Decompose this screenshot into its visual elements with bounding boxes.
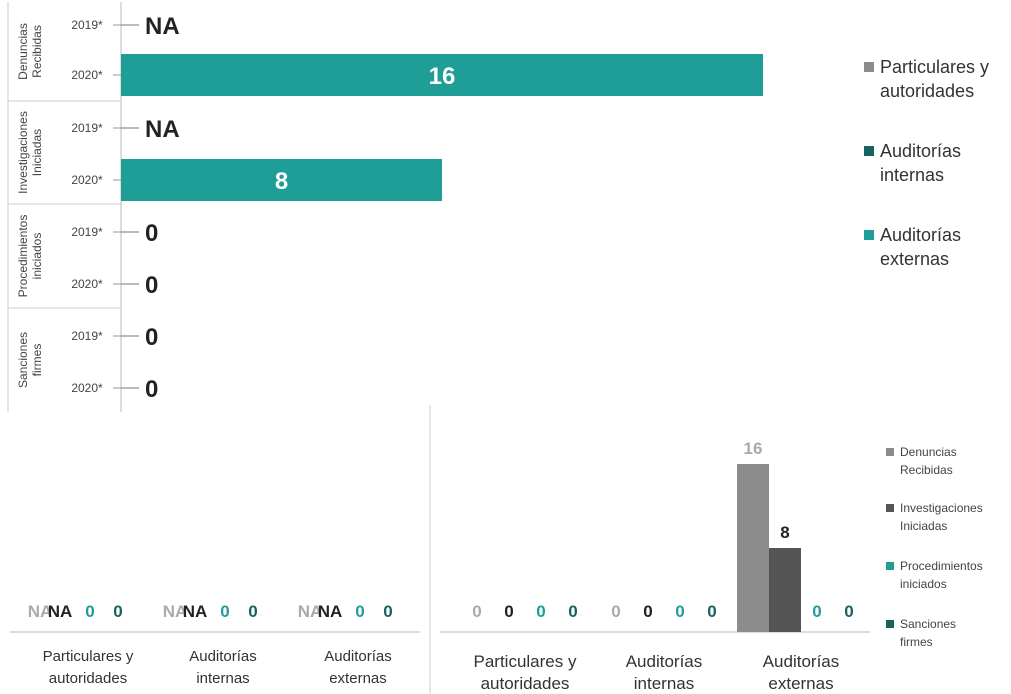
group-label-line: Recibidas [30,25,44,78]
group-label-line: Sanciones [16,332,30,388]
x-tick-label: externas [768,674,833,693]
year-tick-label: 2020* [71,381,103,395]
data-label: 16 [744,439,763,458]
x-tick-label: autoridades [481,674,570,693]
x-tick-label: Auditorías [763,652,840,671]
group-label-line: Investigaciones [16,111,30,194]
legend-label: Particulares y [880,57,989,77]
data-label: NA [318,602,343,621]
year-tick-label: 2020* [71,173,103,187]
x-tick-label: Particulares y [474,652,577,671]
bar-value-label: NA [145,116,180,143]
legend-horizontal-chart: Particulares y autoridades Auditorías inter… [864,57,989,269]
group-label-line: Denuncias [16,23,30,80]
data-label: 0 [643,602,652,621]
data-label: 0 [248,602,257,621]
data-label: NA [183,602,208,621]
legend-label: firmes [900,635,933,649]
data-label: 0 [812,602,821,621]
x-tick-label: Auditorías [324,648,392,665]
data-label: 0 [504,602,513,621]
year-tick-label: 2020* [71,68,103,82]
bar-value-label: 8 [275,168,288,195]
x-tick-label: Auditorías [626,652,703,671]
bar [737,464,769,632]
legend-swatch [886,562,894,570]
year-tick-label: 2019* [71,329,103,343]
legend-label: Procedimientos [900,559,983,573]
x-tick-label: Particulares y [43,648,134,665]
data-label: 0 [611,602,620,621]
bar-value-label: NA [145,13,180,40]
year-tick-label: 2020* [71,277,103,291]
legend-swatch [886,620,894,628]
year-tick-label: 2019* [71,121,103,135]
data-label: NA [298,602,323,621]
data-label: 0 [472,602,481,621]
data-label: 0 [220,602,229,621]
legend-swatch [864,62,874,72]
legend-label: Auditorías [880,141,961,161]
legend-label: externas [880,249,949,269]
data-label: 0 [844,602,853,621]
legend-label: iniciados [900,577,947,591]
data-label: 0 [85,602,94,621]
legend-label: Sanciones [900,617,956,631]
legend-bottom-right-chart: Denuncias Recibidas Investigaciones Iniciad… [886,445,983,649]
bar-value-label: 0 [145,324,158,351]
legend-label: Investigaciones [900,501,983,515]
data-label: 0 [568,602,577,621]
data-label: 0 [383,602,392,621]
x-tick-label: externas [329,670,387,687]
legend-label: internas [880,165,944,185]
legend-swatch [886,448,894,456]
bar-value-label: 0 [145,272,158,299]
data-label: 0 [707,602,716,621]
legend-label: Recibidas [900,463,953,477]
group-label-line: iniciados [30,233,44,280]
bar-value-label: 0 [145,376,158,403]
legend-swatch [864,146,874,156]
legend-label: Denuncias [900,445,957,459]
bar-value-label: 0 [145,220,158,247]
data-label: 0 [675,602,684,621]
legend-label: Auditorías [880,225,961,245]
legend-swatch [886,504,894,512]
legend-label: Iniciadas [900,519,947,533]
data-label: 8 [780,523,789,542]
group-label: Denuncias Recibidas [16,23,44,80]
x-tick-label: Auditorías [189,648,257,665]
horizontal-chart: Denuncias Recibidas Investigaciones Iniciad… [7,2,989,412]
data-label: 0 [355,602,364,621]
group-label: Investigaciones Iniciadas [16,111,44,194]
bottom-right-chart: 0 0 0 0 Particulares y autoridades 0 0 0 0 Auditor… [429,405,983,694]
x-tick-label: internas [196,670,249,687]
group-label-line: Iniciadas [30,129,44,176]
group-label-line: Procedimientos [16,215,30,298]
bar [121,159,442,201]
data-label: 0 [113,602,122,621]
data-label: NA [48,602,73,621]
data-label: 0 [536,602,545,621]
group-label-line: firmes [30,344,44,377]
bar [769,548,801,632]
legend-label: autoridades [880,81,974,101]
x-tick-label: internas [634,674,694,693]
bar-value-label: 16 [429,63,456,90]
group-label: Procedimientos iniciados [16,215,44,298]
group-label: Sanciones firmes [16,332,44,388]
data-label: NA [163,602,188,621]
legend-swatch [864,230,874,240]
year-tick-label: 2019* [71,225,103,239]
x-tick-label: autoridades [49,670,127,687]
year-tick-label: 2019* [71,18,103,32]
bar [121,54,763,96]
data-label: NA [28,602,53,621]
